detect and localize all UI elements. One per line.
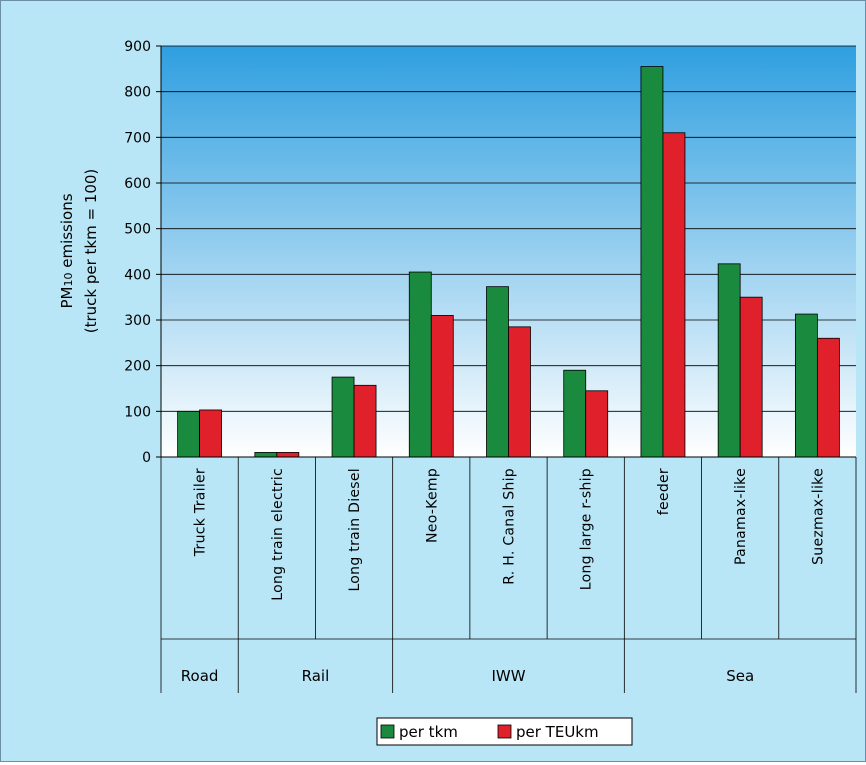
y-tick-label-600: 600 xyxy=(124,176,151,192)
bar-per-tkm-6 xyxy=(563,369,587,458)
legend: per tkm per TEUkm xyxy=(376,717,633,746)
category-label-8: Panamax-like xyxy=(733,468,749,565)
bar-per-tkm-2 xyxy=(254,452,278,458)
y-tick-label-100: 100 xyxy=(124,404,151,420)
category-label-5: R. H. Canal Ship xyxy=(502,468,518,585)
bar-per-teukm-6 xyxy=(585,390,609,458)
bar-per-tkm-1 xyxy=(177,410,201,458)
bar-per-teukm-5 xyxy=(508,326,531,458)
group-label-iww: IWW xyxy=(491,667,525,685)
legend-label-per-tkm: per tkm xyxy=(399,723,458,741)
bar-per-tkm-8 xyxy=(717,263,741,458)
legend-swatch-per-tkm xyxy=(380,724,395,739)
y-tick-label-900: 900 xyxy=(124,39,151,55)
bar-per-teukm-3 xyxy=(353,384,377,458)
bar-per-tkm-7 xyxy=(640,66,664,458)
bar-per-tkm-3 xyxy=(331,376,355,458)
y-tick-label-500: 500 xyxy=(124,222,151,238)
bar-per-teukm-8 xyxy=(739,296,763,458)
bar-per-teukm-9 xyxy=(816,337,840,458)
bar-per-teukm-2 xyxy=(276,452,300,458)
y-axis-label-line1: PM10 emissions xyxy=(58,193,76,308)
bar-per-teukm-7 xyxy=(662,132,686,458)
category-label-6: Long large r-ship xyxy=(579,468,595,590)
bar-per-teukm-1 xyxy=(199,409,223,458)
group-label-rail: Rail xyxy=(302,667,330,685)
group-label-sea: Sea xyxy=(726,667,754,685)
category-label-9: Suezmax-like xyxy=(810,468,826,565)
bar-per-tkm-5 xyxy=(486,286,509,458)
y-tick-label-300: 300 xyxy=(124,313,151,329)
group-label-road: Road xyxy=(181,667,219,685)
y-tick-label-0: 0 xyxy=(142,450,151,466)
category-label-1: Truck Trailer xyxy=(193,468,209,557)
y-tick-label-800: 800 xyxy=(124,85,151,101)
category-label-3: Long train Diesel xyxy=(347,468,363,592)
y-tick-label-200: 200 xyxy=(124,359,151,375)
y-tick-label-400: 400 xyxy=(124,267,151,283)
category-label-2: Long train electric xyxy=(270,468,286,601)
bar-per-tkm-9 xyxy=(794,313,818,458)
legend-swatch-per-teukm xyxy=(497,724,512,739)
bar-per-teukm-4 xyxy=(430,315,454,458)
category-label-4: Neo-Kemp xyxy=(424,468,440,543)
bar-per-tkm-4 xyxy=(408,271,432,458)
y-tick-label-700: 700 xyxy=(124,130,151,146)
y-axis-label-line2: (truck per tkm = 100) xyxy=(82,169,100,334)
legend-label-per-teukm: per TEUkm xyxy=(516,723,599,741)
category-label-7: feeder xyxy=(656,468,672,515)
